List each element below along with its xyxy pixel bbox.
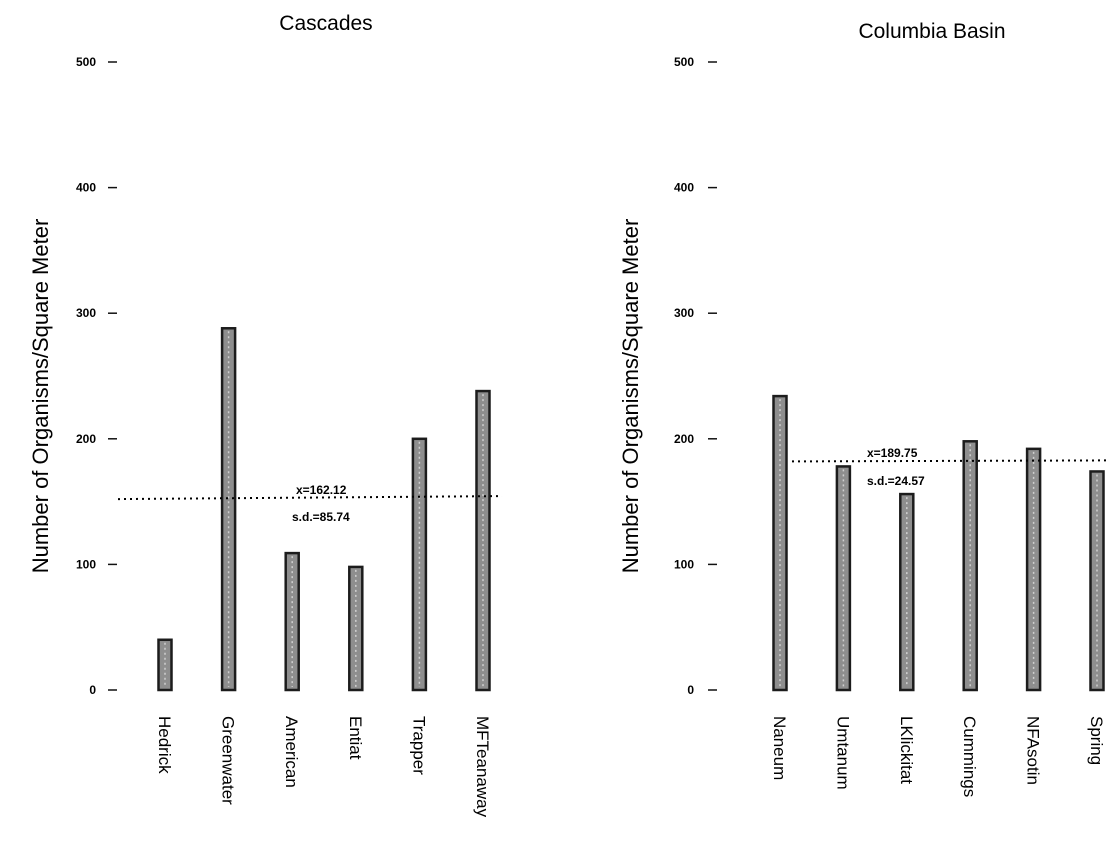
cascades-panel: Cascades Number of Organisms/Square Mete… [28,12,503,818]
x-tick-label: Cummings [960,716,979,797]
mean-line [117,495,503,501]
chart-title: Cascades [279,12,372,35]
mean-line [791,459,1107,463]
x-tick-label: MFTeanaway [473,716,492,818]
bar [835,465,852,692]
sd-annotation: s.d.=24.57 [867,474,925,488]
y-tick-label: 0 [89,683,96,697]
x-tick-label: NFAsotin [1024,716,1043,785]
bar [220,327,237,692]
bar [411,437,428,692]
y-tick-label: 100 [76,557,96,571]
y-axis-label: Number of Organisms/Square Meter [618,219,643,574]
y-axis-label: Number of Organisms/Square Meter [28,219,53,574]
y-tick-label: 200 [674,432,694,446]
x-tick-label: Trapper [409,716,428,775]
x-tick-label: Entiat [346,716,365,760]
columbia-basin-panel: Columbia Basin Number of Organisms/Squar… [618,20,1107,797]
x-tick-label: Hedrick [155,716,174,774]
y-tick-label: 500 [674,55,694,69]
x-tick-label: Umtanum [833,716,852,790]
y-tick-label: 300 [674,306,694,320]
y-tick-label: 500 [76,55,96,69]
x-tick-label: Spring [1087,716,1106,765]
bar [1025,447,1042,692]
y-tick-label: 400 [76,181,96,195]
x-tick-label: Greenwater [219,716,238,805]
y-tick-label: 100 [674,557,694,571]
bar [348,565,364,692]
x-tick-label: American [282,716,301,788]
x-tick-label: LKlickitat [897,716,916,784]
mean-annotation: x=162.12 [296,483,347,497]
y-tick-label: 300 [76,306,96,320]
bar [899,492,915,692]
y-tick-label: 200 [76,432,96,446]
mean-annotation: x=189.75 [867,446,918,460]
bar [157,638,173,692]
bar [772,394,788,692]
y-tick-label: 400 [674,181,694,195]
sd-annotation: s.d.=85.74 [292,510,350,524]
x-tick-label: Naneum [770,716,789,780]
y-tick-label: 0 [687,683,694,697]
chart-title: Columbia Basin [858,20,1005,43]
